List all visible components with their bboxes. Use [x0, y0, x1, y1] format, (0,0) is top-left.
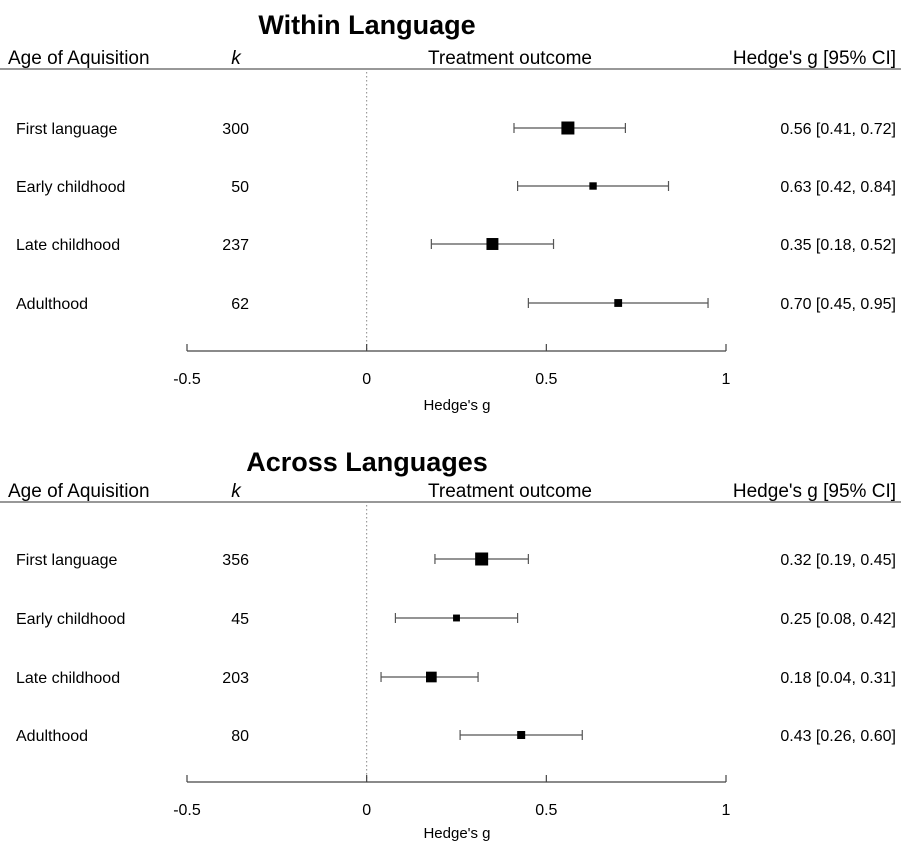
header-age-of-acquisition: Age of Aquisition — [8, 48, 150, 69]
forest-row: Late childhood 203 0.18 [0.04, 0.31] — [16, 670, 896, 687]
row-k-value: 45 — [231, 611, 249, 628]
point-estimate-marker — [561, 121, 575, 135]
row-estimate-ci: 0.18 [0.04, 0.31] — [780, 670, 896, 687]
forest-row: Early childhood 50 0.63 [0.42, 0.84] — [16, 179, 896, 196]
row-estimate-ci: 0.25 [0.08, 0.42] — [780, 611, 896, 628]
row-estimate-ci: 0.70 [0.45, 0.95] — [780, 296, 896, 313]
row-k-value: 80 — [231, 728, 249, 745]
x-tick-label: 0 — [362, 371, 371, 388]
x-axis-title: Hedge's g — [423, 397, 490, 414]
x-tick-label: -0.5 — [173, 371, 201, 388]
header-k: k — [231, 481, 242, 502]
row-estimate-ci: 0.43 [0.26, 0.60] — [780, 728, 896, 745]
row-label: Late childhood — [16, 237, 120, 254]
panel-title: Across Languages — [246, 447, 488, 477]
row-estimate-ci: 0.32 [0.19, 0.45] — [780, 552, 896, 569]
point-estimate-marker — [589, 182, 597, 190]
forest-row: Adulthood 62 0.70 [0.45, 0.95] — [16, 296, 896, 313]
header-treatment-outcome: Treatment outcome — [428, 481, 592, 502]
row-estimate-ci: 0.56 [0.41, 0.72] — [780, 121, 896, 138]
point-estimate-marker — [475, 552, 489, 566]
point-estimate-marker — [453, 614, 460, 622]
row-label: Late childhood — [16, 670, 120, 687]
header-treatment-outcome: Treatment outcome — [428, 48, 592, 69]
forest-panel-within-language: Within Language Age of Aquisition k Treatme… — [0, 10, 901, 414]
row-k-value: 62 — [231, 296, 249, 313]
row-k-value: 50 — [231, 179, 249, 196]
x-tick-label: 1 — [722, 371, 731, 388]
point-estimate-marker — [426, 671, 437, 683]
row-k-value: 300 — [222, 121, 249, 138]
forest-row: Late childhood 237 0.35 [0.18, 0.52] — [16, 237, 896, 254]
x-tick-label: 0 — [362, 802, 371, 819]
row-estimate-ci: 0.35 [0.18, 0.52] — [780, 237, 896, 254]
row-label: First language — [16, 552, 117, 569]
row-label: First language — [16, 121, 117, 138]
point-estimate-marker — [517, 730, 526, 740]
forest-row: First language 356 0.32 [0.19, 0.45] — [16, 552, 896, 569]
point-estimate-marker — [486, 238, 499, 250]
point-estimate-marker — [614, 299, 623, 307]
row-k-value: 203 — [222, 670, 249, 687]
forest-row: Adulthood 80 0.43 [0.26, 0.60] — [16, 728, 896, 745]
header-age-of-acquisition: Age of Aquisition — [8, 481, 150, 502]
x-tick-label: -0.5 — [173, 802, 201, 819]
header-estimate-ci: Hedge's g [95% CI] — [733, 48, 896, 69]
panel-title: Within Language — [258, 10, 475, 40]
x-tick-label: 1 — [722, 802, 731, 819]
row-label: Adulthood — [16, 296, 88, 313]
row-label: Adulthood — [16, 728, 88, 745]
forest-panel-across-languages: Across Languages Age of Aquisition k Treatm… — [0, 447, 901, 842]
row-k-value: 237 — [222, 237, 249, 254]
row-label: Early childhood — [16, 611, 125, 628]
x-tick-label: 0.5 — [535, 371, 557, 388]
row-k-value: 356 — [222, 552, 249, 569]
forest-row: First language 300 0.56 [0.41, 0.72] — [16, 121, 896, 138]
row-estimate-ci: 0.63 [0.42, 0.84] — [780, 179, 896, 196]
row-label: Early childhood — [16, 179, 125, 196]
forest-row: Early childhood 45 0.25 [0.08, 0.42] — [16, 611, 896, 628]
header-estimate-ci: Hedge's g [95% CI] — [733, 481, 896, 502]
header-k: k — [231, 48, 242, 69]
x-axis-title: Hedge's g — [423, 825, 490, 842]
x-tick-label: 0.5 — [535, 802, 557, 819]
